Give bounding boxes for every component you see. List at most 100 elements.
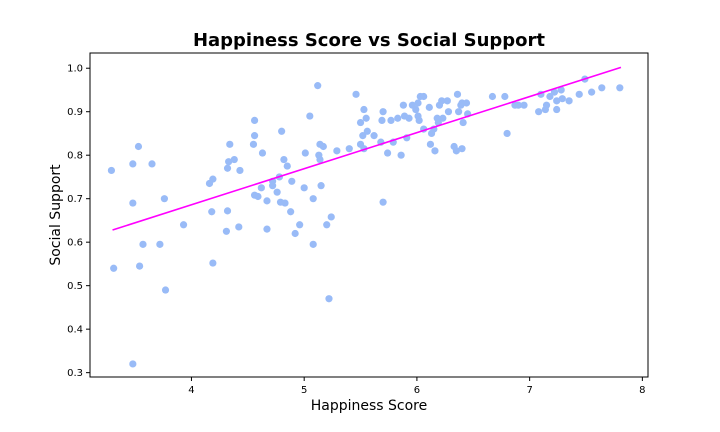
data-point [291, 229, 299, 238]
data-point [301, 149, 309, 157]
data-point [278, 127, 286, 135]
data-point [317, 182, 325, 190]
y-tick-label: 1.0 [67, 64, 83, 75]
data-point [565, 97, 573, 105]
data-point [420, 92, 428, 101]
data-point [514, 101, 522, 109]
x-axis-label: Happiness Score [311, 398, 428, 414]
x-axis: 4 5 6 7 8 [188, 377, 646, 396]
data-point [553, 105, 561, 114]
data-point [129, 199, 137, 207]
data-point [384, 149, 392, 157]
data-point [288, 177, 296, 185]
data-point [345, 145, 353, 153]
x-tick-label: 7 [526, 385, 532, 396]
data-point [378, 116, 386, 125]
data-point [452, 147, 460, 155]
y-tick-label: 0.7 [67, 194, 83, 205]
data-point [387, 116, 395, 125]
data-point [405, 114, 413, 122]
data-point [236, 166, 244, 175]
x-tick-label: 4 [188, 385, 194, 396]
data-point [501, 92, 509, 101]
data-point [139, 240, 147, 248]
data-point [453, 90, 462, 98]
data-point [553, 97, 561, 105]
data-point [459, 118, 467, 127]
data-point [208, 208, 216, 216]
data-point [550, 88, 559, 96]
x-tick-label: 5 [301, 385, 307, 396]
data-point [269, 182, 277, 190]
x-tick-label: 6 [414, 385, 420, 396]
y-tick-label: 0.5 [67, 281, 83, 292]
data-point [362, 114, 370, 122]
data-point [438, 97, 446, 105]
y-axis: 0.3 0.4 0.5 0.6 0.7 0.8 0.9 1.0 [67, 64, 90, 379]
data-point [129, 160, 137, 168]
data-point [575, 90, 583, 98]
data-point [263, 225, 271, 233]
data-point [426, 140, 435, 148]
data-point [209, 259, 217, 267]
data-point [425, 103, 433, 111]
data-point [503, 129, 511, 138]
data-point [439, 114, 447, 122]
data-point [296, 221, 304, 229]
trend-line [112, 66, 622, 231]
data-point [287, 208, 295, 216]
data-point [107, 166, 116, 175]
data-point [488, 92, 497, 101]
data-point [316, 155, 324, 164]
y-tick-label: 0.4 [67, 325, 83, 336]
data-point [148, 160, 156, 168]
y-tick-label: 0.9 [67, 107, 83, 118]
data-point [370, 132, 378, 140]
data-point [283, 162, 291, 170]
data-point [230, 155, 238, 164]
data-point [258, 149, 267, 157]
data-point [250, 116, 259, 125]
data-point [263, 197, 271, 205]
y-tick-label: 0.8 [67, 151, 83, 162]
data-point [455, 108, 463, 116]
data-point [415, 116, 423, 125]
y-tick-label: 0.6 [67, 238, 83, 249]
data-point [397, 151, 405, 159]
trend-line-group [112, 66, 622, 231]
data-point [273, 188, 281, 196]
data-point [300, 184, 308, 192]
y-axis-label: Social Support [48, 164, 64, 266]
data-point [616, 84, 624, 92]
data-point [254, 192, 262, 201]
data-point [314, 82, 322, 90]
data-point [598, 84, 606, 92]
data-point [209, 175, 217, 183]
data-point [546, 92, 554, 101]
data-point [462, 99, 471, 107]
data-point [399, 101, 407, 109]
data-point [110, 264, 118, 272]
data-point [379, 198, 387, 206]
data-point [588, 88, 596, 96]
data-point [333, 147, 341, 155]
data-point [535, 108, 543, 116]
data-point [129, 360, 137, 368]
data-point [431, 147, 439, 155]
scatter-points [107, 75, 624, 368]
data-point [225, 158, 233, 166]
data-point [309, 195, 317, 203]
y-tick-label: 0.3 [67, 368, 83, 379]
data-point [257, 184, 265, 192]
data-point [558, 95, 566, 103]
data-point [319, 142, 327, 151]
data-point [281, 199, 289, 207]
data-point [223, 207, 232, 215]
data-point [379, 108, 387, 116]
data-point [325, 295, 333, 303]
data-point [323, 221, 331, 229]
data-point [444, 108, 453, 116]
data-point [356, 118, 365, 127]
data-point [179, 221, 188, 229]
